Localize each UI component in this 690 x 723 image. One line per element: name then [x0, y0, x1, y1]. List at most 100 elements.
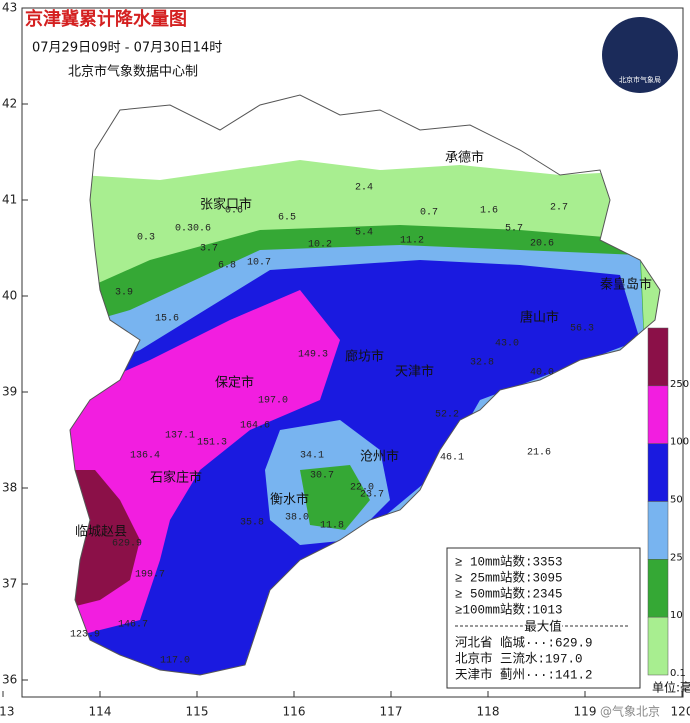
stat-count: ≥ 25mm站数:3095 — [455, 569, 563, 585]
station-value: 10.7 — [247, 258, 271, 269]
city-label: 唐山市 — [520, 310, 559, 326]
station-value: 43.0 — [495, 339, 519, 350]
station-value: 11.8 — [320, 521, 344, 532]
station-value: 38.0 — [285, 513, 309, 524]
lat-label: 40 — [2, 289, 17, 303]
station-value: 136.4 — [130, 451, 160, 462]
city-label: 临城赵县 — [75, 525, 127, 540]
station-value: 2.7 — [550, 203, 568, 214]
station-value: 197.0 — [258, 396, 288, 407]
colorbar-swatch — [647, 501, 669, 560]
stat-count: ≥100mm站数:1013 — [455, 601, 563, 617]
station-value: 5.7 — [505, 224, 523, 235]
station-value: 6.5 — [278, 213, 296, 224]
region-border — [69, 94, 661, 676]
lat-label: 42 — [2, 97, 17, 111]
lat-label: 39 — [2, 385, 17, 399]
station-value: 30.7 — [310, 471, 334, 482]
city-label: 承德市 — [445, 150, 484, 166]
station-value: 10.2 — [308, 240, 332, 251]
station-value: 123.9 — [70, 630, 100, 641]
station-value: 117.0 — [160, 656, 190, 667]
station-value: 6.8 — [218, 261, 236, 272]
lon-label: 119 — [574, 705, 597, 719]
station-value: 52.2 — [435, 410, 459, 421]
stat-max-title: 最大值 — [524, 618, 562, 634]
station-value: 199.7 — [135, 570, 165, 581]
station-value: 149.3 — [298, 350, 328, 361]
producer: 北京市气象数据中心制 — [68, 64, 198, 80]
watermark: @气象北京 — [600, 704, 660, 719]
city-label: 衡水市 — [270, 492, 309, 508]
station-value: 2.4 — [355, 183, 373, 194]
station-value: 629.9 — [112, 539, 142, 550]
stat-max: 河北省 临城···:629.9 — [455, 635, 593, 650]
colorbar-label: 250 — [670, 379, 689, 390]
lat-label: 41 — [2, 193, 17, 207]
city-label: 石家庄市 — [150, 470, 202, 486]
stat-count: ≥ 50mm站数:2345 — [455, 585, 563, 601]
lon-label: 117 — [380, 705, 403, 719]
colorbar-label: 50 — [670, 495, 683, 506]
station-value: 164.6 — [240, 421, 270, 432]
station-value: 35.8 — [240, 518, 264, 529]
station-value: 23.7 — [360, 490, 384, 501]
station-value: 40.0 — [530, 368, 554, 379]
lon-label: 115 — [186, 705, 209, 719]
station-value: 137.1 — [165, 431, 195, 442]
colorbar-label: 0.1 — [670, 668, 686, 679]
colorbar-label: 100 — [670, 437, 689, 448]
station-value: 0.30.6 — [175, 224, 211, 235]
station-value: 5.4 — [355, 228, 373, 239]
stats-box — [446, 547, 641, 689]
station-value: 32.8 — [470, 358, 494, 369]
period: 07月29日09时 - 07月30日14时 — [32, 41, 222, 56]
city-label: 天津市 — [395, 364, 434, 380]
colorbar-swatch — [647, 559, 669, 618]
station-value: 1.6 — [480, 206, 498, 217]
city-label: 廊坊市 — [345, 349, 384, 365]
logo — [602, 17, 678, 93]
logo-text: 北京市气象局 — [619, 75, 661, 84]
station-value: 34.1 — [300, 451, 324, 462]
station-value: 22.0 — [350, 483, 374, 494]
station-value: 146.7 — [118, 620, 148, 631]
station-value: 0.6 — [225, 206, 243, 217]
colorbar-swatch — [647, 443, 669, 502]
colorbar-swatch — [647, 327, 669, 387]
stat-max: 天津市 蓟州···:141.2 — [455, 666, 593, 682]
station-value: 56.3 — [570, 324, 594, 335]
station-value: 3.7 — [200, 244, 218, 255]
lon-label: 118 — [477, 705, 500, 719]
lat-label: 37 — [2, 577, 17, 591]
lon-label: 114 — [89, 705, 112, 719]
lat-label: 36 — [2, 673, 17, 687]
city-label: 秦皇岛市 — [600, 277, 652, 293]
lat-label: 43 — [2, 1, 17, 15]
lon-label: 120 — [671, 705, 690, 719]
colorbar-swatch — [647, 616, 669, 676]
lat-label: 38 — [2, 481, 17, 495]
colorbar-label: 10 — [670, 610, 683, 621]
stat-count: ≥ 10mm站数:3353 — [455, 553, 563, 569]
stat-max: 北京市 三流水:197.0 — [455, 650, 583, 666]
city-label: 张家口市 — [200, 197, 252, 213]
station-value: 11.2 — [400, 236, 424, 247]
station-value: 3.9 — [115, 288, 133, 299]
colorbar-swatch — [647, 385, 669, 444]
city-label: 沧州市 — [360, 449, 399, 465]
unit: 单位:毫米 — [652, 680, 690, 695]
station-value: 20.6 — [530, 239, 554, 250]
station-value: 151.3 — [197, 438, 227, 449]
colorbar-label: 25 — [670, 552, 683, 563]
station-value: 46.1 — [440, 453, 464, 464]
station-value: 21.6 — [527, 448, 551, 459]
station-value: 15.6 — [155, 314, 179, 325]
city-label: 保定市 — [215, 375, 254, 391]
station-value: 0.3 — [137, 233, 155, 244]
lon-label: 113 — [0, 705, 14, 719]
title: 京津冀累计降水量图 — [25, 8, 187, 30]
lon-label: 116 — [283, 705, 306, 719]
